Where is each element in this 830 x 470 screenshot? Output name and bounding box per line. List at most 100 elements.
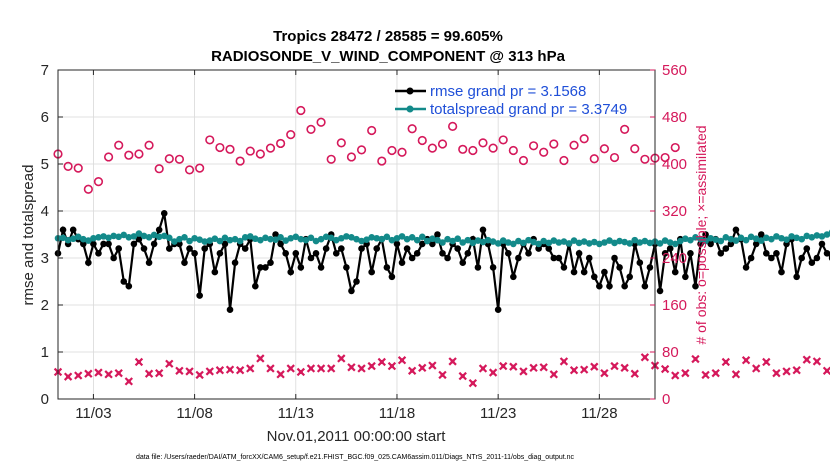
obs-assimilated-core	[116, 371, 121, 376]
rmse-point	[317, 264, 325, 271]
rmse-point	[621, 282, 628, 290]
totalspread-point	[565, 240, 573, 247]
obs-assimilated-point	[681, 368, 690, 378]
rmse-point	[823, 250, 830, 257]
obs-assimilated-core	[147, 371, 152, 376]
totalspread-point	[155, 233, 163, 241]
totalspread-point	[717, 237, 725, 245]
rmse-point	[115, 245, 123, 252]
obs-possible-point	[589, 154, 599, 164]
obs-possible-point	[387, 145, 397, 156]
obs-assimilated-core	[612, 364, 617, 369]
obs-assimilated-core	[622, 365, 627, 370]
obs-assimilated-point	[266, 364, 275, 373]
rmse-point	[211, 268, 219, 276]
y-tick-label: 6	[41, 109, 49, 126]
totalspread-point	[560, 238, 568, 245]
rmse-point	[110, 254, 117, 262]
obs-assimilated-core	[733, 372, 738, 377]
totalspread-point	[69, 235, 77, 243]
obs-assimilated-core	[663, 367, 668, 372]
obs-possible-point	[195, 163, 205, 173]
obs-possible-point	[356, 145, 367, 155]
totalspread-point	[631, 236, 639, 244]
obs-possible-point	[245, 146, 255, 156]
totalspread-point	[429, 235, 436, 243]
obs-assimilated-point	[114, 368, 123, 378]
obs-assimilated-point	[144, 369, 154, 378]
obs-possible-point	[174, 154, 185, 164]
totalspread-point	[459, 239, 467, 246]
rmse-point	[282, 250, 289, 257]
obs-assimilated-core	[551, 372, 556, 377]
rmse-point	[358, 245, 365, 252]
obs-possible-point	[205, 135, 215, 145]
obs-assimilated-point	[316, 364, 326, 373]
obs-assimilated-point	[195, 370, 204, 380]
obs-assimilated-core	[673, 373, 678, 378]
obs-assimilated-point	[397, 356, 407, 365]
totalspread-point	[575, 239, 583, 247]
y-right-tick-label: 400	[662, 156, 687, 173]
obs-assimilated-core	[713, 371, 718, 376]
obs-assimilated-core	[339, 356, 344, 361]
rmse-point	[616, 264, 623, 271]
totalspread-point	[778, 234, 785, 242]
totalspread-point	[297, 235, 305, 243]
x-tick-label: 11/13	[278, 405, 314, 422]
obs-assimilated-core	[561, 359, 566, 364]
obs-assimilated-point	[478, 364, 488, 373]
totalspread-point	[246, 233, 254, 240]
totalspread-point	[707, 234, 714, 242]
obs-assimilated-point	[296, 367, 306, 377]
rmse-point	[768, 254, 775, 262]
y-right-tick-label: 240	[662, 250, 687, 267]
totalspread-point	[818, 233, 826, 240]
totalspread-point	[444, 235, 451, 243]
totalspread-point	[378, 235, 386, 243]
obs-possible-point	[296, 105, 306, 116]
rmse-point	[145, 259, 153, 267]
totalspread-point	[515, 237, 522, 245]
totalspread-point	[783, 236, 790, 243]
obs-possible-point	[154, 164, 164, 174]
rmse-point	[135, 235, 143, 243]
y-tick-label: 0	[41, 391, 49, 408]
totalspread-point	[757, 237, 765, 244]
obs-possible-point	[599, 144, 610, 154]
totalspread-point	[727, 235, 735, 243]
obs-assimilated-point	[286, 364, 295, 373]
obs-assimilated-point	[499, 361, 508, 371]
totalspread-point	[282, 237, 289, 244]
rmse-point	[454, 245, 461, 252]
rmse-point	[226, 306, 234, 314]
totalspread-point	[307, 234, 315, 242]
obs-assimilated-point	[256, 354, 265, 363]
obs-possible-point	[397, 147, 407, 157]
totalspread-point	[504, 239, 512, 246]
series-layer	[53, 105, 830, 388]
obs-assimilated-core	[521, 369, 526, 374]
totalspread-point	[277, 234, 284, 241]
obs-assimilated-core	[308, 366, 313, 371]
chart-subtitle: RADIOSONDE_V_WIND_COMPONENT @ 313 hPa	[211, 48, 566, 65]
rmse-point	[636, 259, 644, 267]
rmse-point	[687, 250, 694, 257]
obs-possible-point	[488, 143, 498, 153]
obs-assimilated-point	[357, 364, 366, 373]
obs-assimilated-core	[784, 369, 789, 374]
obs-possible-point	[103, 152, 114, 162]
obs-possible-point	[144, 140, 154, 150]
obs-assimilated-point	[225, 365, 235, 374]
obs-assimilated-core	[693, 357, 698, 362]
totalspread-point	[226, 236, 234, 244]
legend-label-rmse: rmse grand pr = 3.1568	[430, 83, 586, 100]
rmse-point	[105, 240, 112, 248]
obs-assimilated-point	[509, 362, 518, 371]
y-axis-label: rmse and totalspread	[20, 165, 37, 306]
rmse-point	[59, 226, 67, 234]
obs-possible-point	[427, 143, 437, 153]
totalspread-point	[221, 234, 229, 242]
obs-assimilated-core	[349, 365, 354, 370]
